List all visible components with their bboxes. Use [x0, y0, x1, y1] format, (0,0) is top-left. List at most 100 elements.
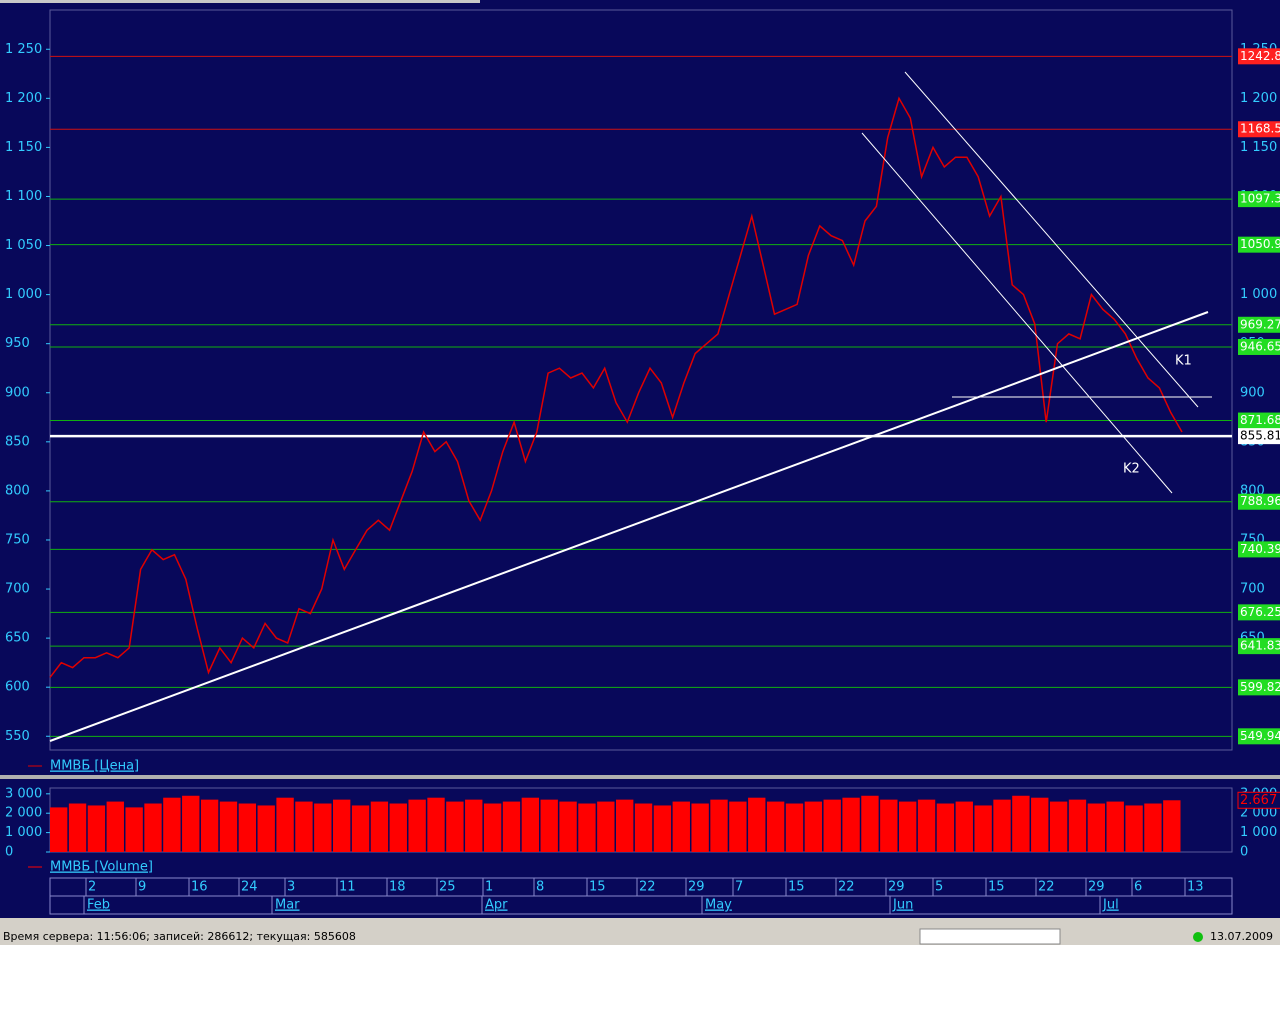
- volume-bar: [823, 799, 841, 852]
- level-label: 641.83: [1240, 639, 1280, 653]
- volume-bar: [653, 805, 672, 852]
- volume-bar: [936, 803, 955, 852]
- volume-bar: [1144, 803, 1162, 852]
- volume-bar: [559, 801, 577, 852]
- volume-bar: [333, 799, 351, 852]
- volume-bar: [1031, 797, 1049, 852]
- volume-bar: [1106, 801, 1124, 852]
- level-label: 1097.3: [1240, 192, 1280, 206]
- y-tick-label: 2 000: [5, 806, 42, 821]
- level-label-box: [1238, 728, 1280, 745]
- y-tick-label: 850: [5, 434, 30, 449]
- price-line: [49, 96, 1183, 678]
- day-label: 8: [536, 880, 544, 895]
- volume-bar: [899, 801, 917, 852]
- splitter: [0, 775, 1280, 779]
- y-tick-label: 550: [5, 729, 30, 744]
- volume-bar: [446, 801, 464, 852]
- volume-bar: [880, 799, 898, 852]
- day-label: 6: [1134, 880, 1142, 895]
- volume-bar: [748, 797, 766, 852]
- volume-bar: [955, 801, 973, 852]
- volume-bar: [616, 799, 634, 852]
- level-label-box: [1238, 412, 1280, 429]
- day-label: 25: [439, 880, 456, 895]
- day-label: 9: [138, 880, 146, 895]
- y-tick-label: 750: [5, 532, 30, 547]
- volume-bar: [974, 805, 992, 852]
- volume-bar: [144, 803, 162, 852]
- volume-bar: [861, 795, 879, 852]
- level-label-box: [1238, 638, 1280, 655]
- level-label: 1242.8: [1240, 49, 1280, 63]
- y-tick-label: 700: [5, 582, 30, 597]
- y-tick-label: 900: [5, 385, 30, 400]
- price-panel: [49, 9, 1233, 751]
- day-label: 24: [241, 880, 258, 895]
- volume-bar: [351, 805, 370, 852]
- day-label: 5: [935, 880, 943, 895]
- last-value-label: 2.667: [1240, 793, 1277, 808]
- channel-line-k2: [861, 132, 1173, 494]
- background: [0, 0, 1280, 920]
- level-label: 855.81: [1240, 429, 1280, 443]
- volume-bar: [483, 803, 502, 852]
- level-label-box: [1238, 679, 1280, 696]
- volume-bar: [1068, 799, 1087, 852]
- month-label: Jun: [892, 898, 913, 913]
- volume-bar: [427, 797, 445, 852]
- day-label: 3: [287, 880, 295, 895]
- volume-bar: [521, 797, 540, 852]
- volume-bar: [125, 807, 143, 852]
- volume-bar: [785, 803, 804, 852]
- volume-bar: [1012, 795, 1030, 852]
- y-tick-label-right: 900: [1240, 385, 1265, 400]
- volume-bar: [106, 801, 124, 852]
- level-label-box: [1238, 316, 1280, 333]
- trend-line: [49, 311, 1209, 742]
- volume-bar: [314, 803, 332, 852]
- y-tick-label: 0: [5, 845, 13, 860]
- level-label-box: [1238, 428, 1280, 445]
- day-label: 13: [1187, 880, 1204, 895]
- month-label: Jul: [1102, 898, 1119, 913]
- volume-bar: [578, 803, 596, 852]
- volume-bar: [502, 801, 521, 852]
- day-label: 22: [639, 880, 656, 895]
- volume-bar: [50, 807, 68, 852]
- legend-entry: ММВБ [Volume]: [50, 860, 153, 875]
- level-label-box: [1238, 48, 1280, 65]
- legend-entry: ММВБ [Цена]: [50, 759, 139, 774]
- status-field: [919, 928, 1061, 945]
- day-label: 16: [191, 880, 208, 895]
- tab-strip: [0, 0, 480, 3]
- volume-bar: [766, 801, 785, 852]
- volume-bar: [68, 803, 87, 852]
- y-tick-label: 1 150: [5, 140, 42, 155]
- volume-bar: [691, 803, 709, 852]
- volume-bar: [729, 801, 747, 852]
- volume-bar: [370, 801, 389, 852]
- y-tick-label: 650: [5, 631, 30, 646]
- y-tick-label-right: 1 000: [1240, 287, 1277, 302]
- status-date: 13.07.2009: [1210, 930, 1273, 943]
- level-label: 676.25: [1240, 605, 1280, 619]
- volume-bar: [257, 805, 275, 852]
- volume-bar: [634, 803, 653, 852]
- annotation: K1: [1175, 354, 1192, 369]
- y-tick-label-right: 1 200: [1240, 91, 1277, 106]
- channel-line-k1: [904, 71, 1199, 408]
- level-label: 788.96: [1240, 494, 1280, 508]
- volume-bar: [597, 801, 615, 852]
- plot: 5505506006006506507007007507508008008508…: [5, 42, 1280, 914]
- volume-bar: [182, 795, 200, 852]
- y-tick-label: 1 000: [5, 825, 42, 840]
- volume-bar: [389, 803, 407, 852]
- y-tick-label-right: 2 000: [1240, 806, 1277, 821]
- volume-bar: [87, 805, 106, 852]
- volume-bar: [804, 801, 823, 852]
- y-tick-label: 600: [5, 680, 30, 695]
- level-label-box: [1238, 493, 1280, 510]
- level-label: 1168.5: [1240, 122, 1280, 136]
